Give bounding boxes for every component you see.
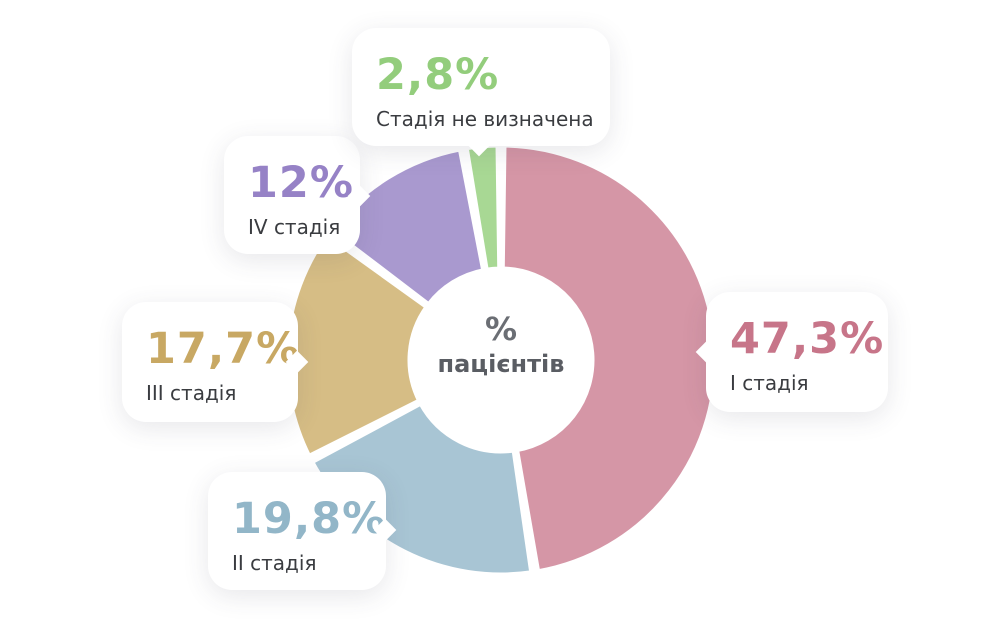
callout-stage-undefined: 2,8% Стадія не визначена <box>352 28 610 157</box>
slice-value-label: 17,7% <box>146 324 301 374</box>
donut-hole <box>410 269 592 451</box>
slice-name-label: IV стадія <box>248 215 341 239</box>
slice-name-label: I стадія <box>730 371 809 395</box>
slice-value-label: 2,8% <box>376 50 500 100</box>
center-label: % пацієнтів <box>421 310 581 380</box>
center-label-percent: % <box>484 310 518 348</box>
center-label-patients: пацієнтів <box>437 350 565 378</box>
slice-value-label: 12% <box>248 158 354 208</box>
callout-stage-4: 12% IV стадія <box>224 136 371 254</box>
slice-name-label: III стадія <box>146 381 237 405</box>
callout-stage-2: 19,8% II стадія <box>208 472 397 590</box>
donut-slices <box>283 142 719 578</box>
slice-value-label: 47,3% <box>730 314 885 364</box>
callout-stage-3: 17,7% III стадія <box>122 302 309 422</box>
callout-stage-1: 47,3% I стадія <box>695 292 888 412</box>
slice-value-label: 19,8% <box>232 494 387 544</box>
slice-name-label: Стадія не визначена <box>376 107 594 131</box>
slice-name-label: II стадія <box>232 551 317 575</box>
